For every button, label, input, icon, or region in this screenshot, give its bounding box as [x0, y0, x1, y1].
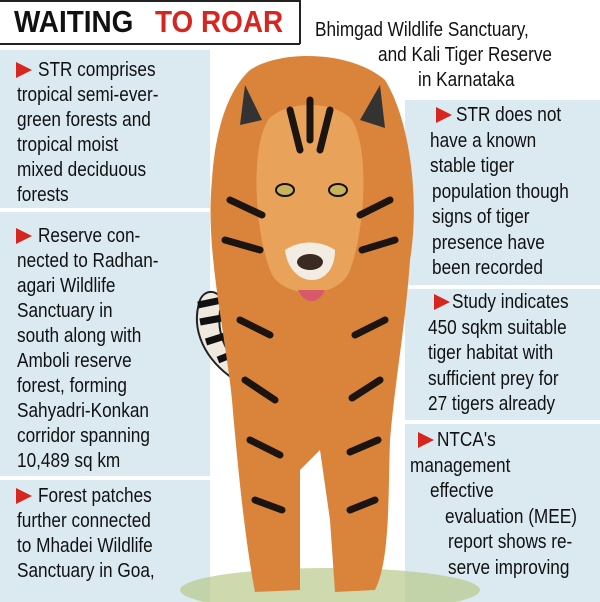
text-line: effective	[430, 480, 494, 502]
text-line: Forest patches	[38, 485, 152, 507]
text-line: Sahyadri-Konkan	[17, 400, 149, 422]
text-line: tropical moist	[17, 134, 119, 156]
panel-bg	[405, 289, 600, 420]
text-line: STR comprises	[38, 59, 156, 81]
text-line: agari Wildlife	[17, 275, 116, 297]
text-line: been recorded	[432, 257, 543, 279]
text-line: 10,489 sq km	[17, 450, 121, 472]
text-line: forest, forming	[17, 375, 127, 397]
title-part1: WAITING	[14, 4, 134, 39]
bullet-arrow	[418, 432, 434, 448]
bullet-arrow	[16, 488, 32, 504]
text-line: have a known	[430, 129, 537, 152]
text-line: Sanctuary in Goa,	[17, 560, 155, 582]
text-line: stable tiger	[430, 155, 515, 177]
text-line: forests	[17, 184, 69, 206]
text-line: evaluation (MEE)	[445, 505, 577, 528]
panel-bg	[405, 100, 600, 285]
text-line: sufficient prey for	[428, 367, 559, 390]
text-line: and Kali Tiger Reserve	[378, 44, 553, 66]
tail-stripes	[197, 296, 240, 364]
text-line: population though	[432, 180, 569, 203]
text-line: presence have	[432, 231, 545, 254]
text-line: Amboli reserve	[17, 350, 132, 372]
text-line: Reserve con-	[38, 225, 141, 247]
text-line: corridor spanning	[17, 425, 150, 447]
tiger-eye	[328, 183, 348, 197]
panel-bg	[0, 480, 210, 602]
text-line: mixed deciduous	[17, 159, 147, 181]
text-line: Bhimgad Wildlife Sanctuary,	[315, 19, 529, 41]
text-line: to Mhadei Wildlife	[17, 535, 153, 557]
text-line: serve improving	[448, 556, 570, 579]
text-line: south along with	[17, 325, 142, 347]
tiger-stripes	[221, 96, 399, 514]
text-line: 450 sqkm suitable	[428, 316, 567, 339]
text-line: nected to Radhan-	[17, 250, 159, 272]
text-line: in Karnataka	[418, 69, 515, 91]
bullet-arrow	[16, 228, 32, 244]
text-line: management	[410, 454, 511, 477]
panel-bg	[0, 50, 210, 208]
text-line: signs of tiger	[432, 206, 530, 228]
text-line: Study indicates	[452, 291, 569, 313]
text-line: Sanctuary in	[17, 300, 113, 322]
text-line: report shows re-	[448, 531, 573, 553]
text-line: 27 tigers already	[428, 393, 556, 415]
tiger-nose	[297, 254, 323, 270]
text-line: STR does not	[456, 104, 562, 126]
text-line: NTCA's	[437, 429, 496, 451]
tiger-mouth	[298, 290, 325, 302]
tiger-face	[256, 105, 364, 293]
text-line: green forests and	[17, 109, 151, 131]
bullet-arrow	[436, 107, 452, 123]
panel-bg	[405, 424, 600, 602]
bullet-arrow	[434, 294, 450, 310]
tiger-eye	[275, 183, 295, 197]
text-line: tiger habitat with	[428, 342, 554, 364]
panel-bg	[0, 212, 210, 476]
bullet-arrow	[16, 62, 32, 78]
text-line: tropical semi-ever-	[17, 84, 159, 106]
text-line: further connected	[17, 510, 151, 532]
title-part2: TO ROAR	[155, 4, 284, 39]
